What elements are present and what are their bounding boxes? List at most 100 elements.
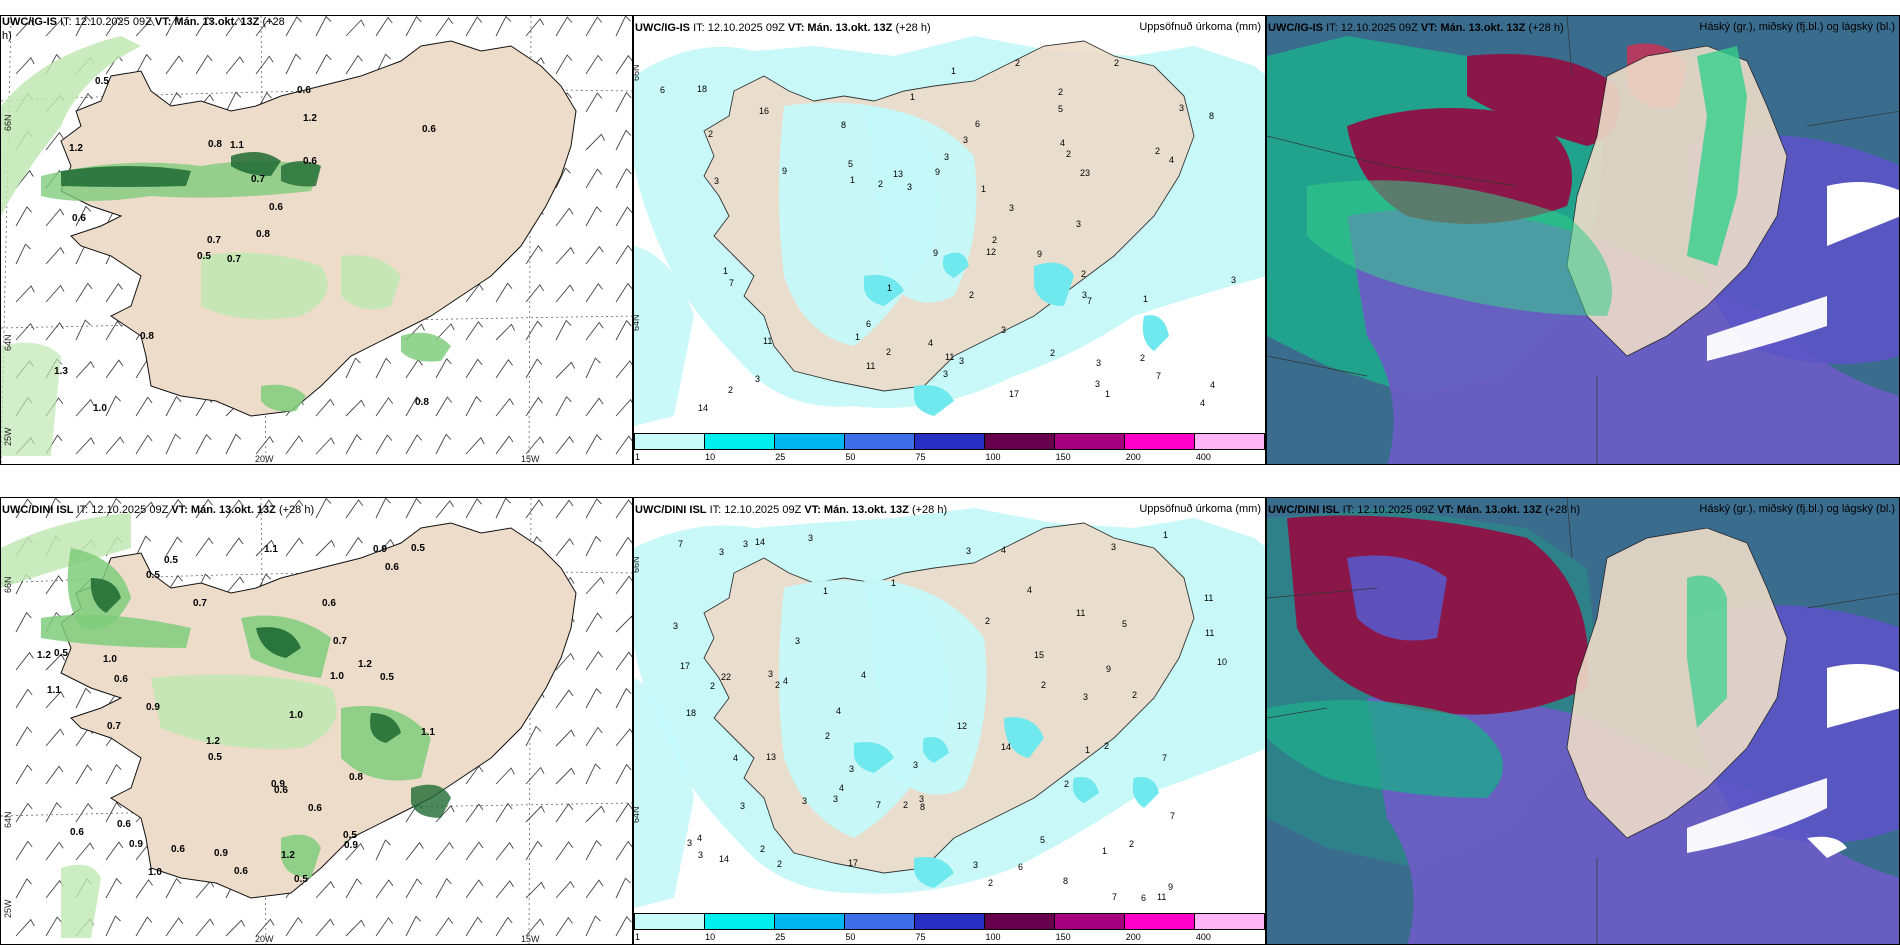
precip-lat-64n-row2: 64N <box>633 806 641 823</box>
wind-barb <box>465 498 482 519</box>
wind-value-label: 0.6 <box>171 844 185 855</box>
wind-barb <box>345 499 364 519</box>
wind-barb <box>525 436 545 455</box>
wind-barb <box>525 396 543 417</box>
wind-barb <box>165 55 184 75</box>
precip-value-label: 7 <box>1162 753 1167 763</box>
wind-value-label: 0.5 <box>343 830 357 841</box>
wind-barb <box>555 499 574 519</box>
wind-barb <box>255 499 274 519</box>
lat-label-25w-row2: 25W <box>3 899 13 918</box>
precip-value-label: 4 <box>1060 138 1065 148</box>
wind-barb <box>495 282 513 303</box>
precip-value-label: 3 <box>743 539 748 549</box>
precip-value-label: 1 <box>1143 294 1148 304</box>
precip-value-label: 3 <box>943 369 948 379</box>
wind-barb <box>195 433 212 455</box>
wind-barb <box>105 841 124 861</box>
cloud-panel-row1: UWC/IG-IS IT: 12.10.2025 09Z VT: Mán. 13… <box>1266 15 1900 465</box>
wind-barb <box>495 767 515 785</box>
precip-value-label: 3 <box>1096 358 1101 368</box>
precip-value-label: 16 <box>759 106 769 116</box>
precip-value-label: 3 <box>1009 203 1014 213</box>
precip-value-label: 9 <box>1037 249 1042 259</box>
wind-barb <box>345 878 362 899</box>
wind-barb <box>375 917 394 937</box>
wind-value-label: 1.3 <box>54 366 68 377</box>
wind-barb <box>555 319 572 341</box>
lat-label-25w-row1: 25W <box>3 427 13 446</box>
wind-barb <box>285 499 304 519</box>
wind-value-label: 0.5 <box>164 555 178 566</box>
wind-barb <box>315 398 335 417</box>
wind-value-label: 0.6 <box>297 85 311 96</box>
colorbar-tick-label: 150 <box>1055 932 1071 942</box>
wind-barb <box>615 802 632 823</box>
precip-value-label: 7 <box>729 278 734 288</box>
wind-barb <box>375 357 392 379</box>
wind-value-label: 0.6 <box>269 202 283 213</box>
wind-barb <box>495 498 511 519</box>
wind-value-label: 0.8 <box>140 331 154 342</box>
wind-barb <box>375 434 393 455</box>
colorbar-tick-label: 50 <box>845 452 856 462</box>
wind-barb <box>285 16 302 37</box>
wind-barb <box>525 918 545 937</box>
wind-barb <box>615 499 632 519</box>
precip-value-label: 3 <box>740 801 745 811</box>
wind-barb <box>225 433 242 455</box>
wind-barb <box>105 915 121 937</box>
precip-value-label: 2 <box>1058 87 1063 97</box>
wind-barb <box>45 208 65 227</box>
wind-value-label: 1.2 <box>281 850 295 861</box>
wind-barb <box>555 767 576 785</box>
wind-value-label: 0.8 <box>349 772 363 783</box>
wind-barb <box>525 881 546 899</box>
wind-barb <box>495 435 514 455</box>
precip-value-label: 3 <box>755 374 760 384</box>
wind-value-label: 0.8 <box>415 397 429 408</box>
wind-barb <box>615 129 632 151</box>
wind-barb <box>15 206 32 227</box>
precip-value-label: 5 <box>848 159 853 169</box>
wind-barb <box>345 357 361 379</box>
precip-value-label: 23 <box>1080 168 1090 178</box>
precip-value-label: 4 <box>839 783 844 793</box>
colorbar-tick-label: 400 <box>1195 932 1211 942</box>
precip-value-label: 7 <box>876 800 881 810</box>
wind-value-label: 0.9 <box>373 544 387 555</box>
wind-barb <box>615 54 632 75</box>
precip-value-label: 1 <box>910 92 915 102</box>
precip-colorbar-ticks-row1: 1 10 25 50 75 100 150 200 400 <box>634 452 1265 464</box>
wind-barb <box>585 651 603 671</box>
wind-value-label: 1.0 <box>93 403 107 414</box>
wind-barb <box>15 169 34 189</box>
wind-barb <box>615 16 631 37</box>
wind-barb <box>585 321 604 341</box>
wind-barb <box>45 916 63 937</box>
wind-value-label: 0.9 <box>271 779 285 790</box>
precip-value-label: 2 <box>1140 353 1145 363</box>
precip-value-label: 3 <box>795 636 800 646</box>
precip-value-label: 9 <box>1106 664 1111 674</box>
wind-value-label: 0.5 <box>380 672 394 683</box>
wind-barb <box>15 918 35 937</box>
wind-value-label: 0.9 <box>129 839 143 850</box>
wind-barb <box>75 92 93 113</box>
precip-value-label: 6 <box>1018 862 1023 872</box>
wind-barb <box>525 284 544 303</box>
precip-value-label: 4 <box>697 833 702 843</box>
wind-barb <box>585 92 603 113</box>
wind-barb <box>435 841 454 861</box>
wind-barb <box>225 56 244 75</box>
colorbar-tick-label: 100 <box>985 932 1001 942</box>
precip-value-label: 7 <box>678 539 683 549</box>
wind-value-label: 0.8 <box>208 139 222 150</box>
wind-value-label: 0.7 <box>207 235 221 246</box>
precip-unit-row1: Uppsöfnuð úrkoma (mm) <box>1139 21 1261 33</box>
wind-barb <box>165 877 182 899</box>
precip-value-label: 2 <box>969 290 974 300</box>
cloud-title-row1: UWC/IG-IS IT: 12.10.2025 09Z VT: Mán. 13… <box>1268 22 1564 34</box>
colorbar-tick-label: 75 <box>915 932 926 942</box>
wind-barb <box>15 688 33 709</box>
